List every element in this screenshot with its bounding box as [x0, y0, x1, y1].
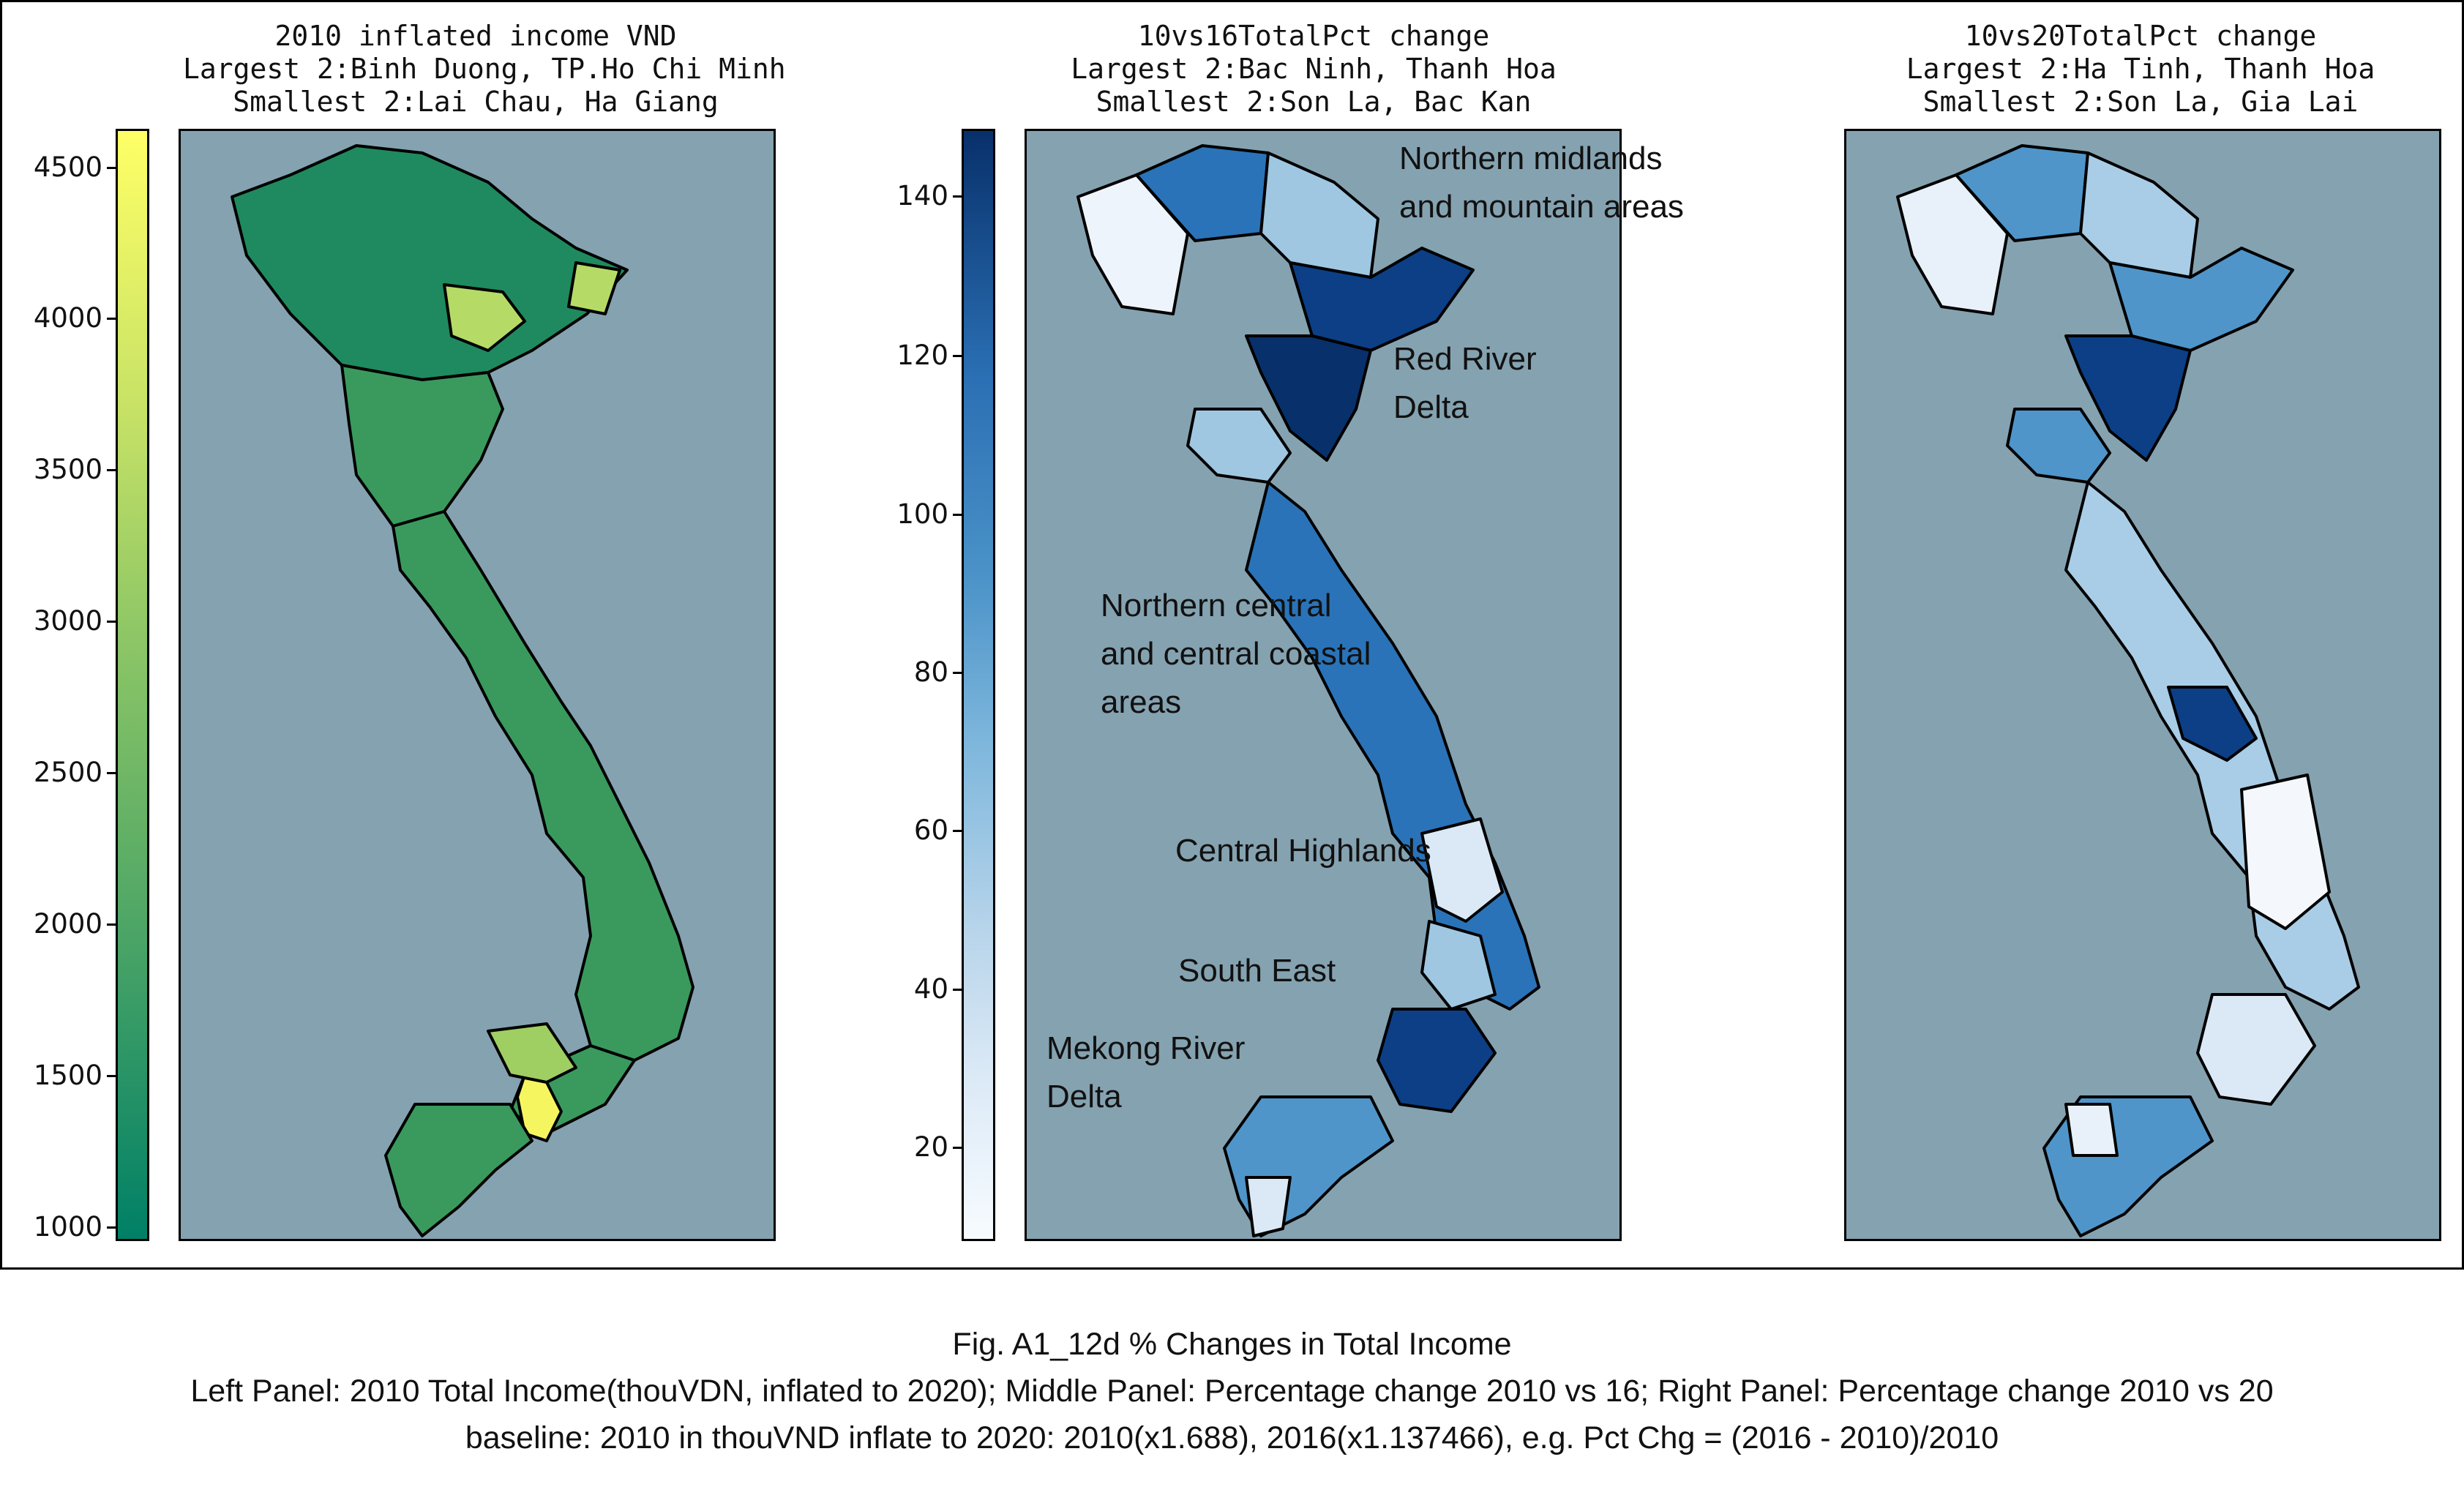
tick-label: 60 — [913, 814, 948, 846]
colorbar-pct-change — [962, 129, 995, 1241]
tick-label: 20 — [913, 1131, 948, 1163]
label-south-east: South East — [1178, 953, 1336, 989]
province-thanhhoa — [2064, 334, 2192, 462]
panel1-title-line1: 2010 inflated income VND — [274, 20, 677, 52]
tick-label: 80 — [913, 656, 948, 688]
province-northcentral — [1186, 408, 1292, 484]
panel2-title-line2: Largest 2:Bac Ninh, Thanh Hoa — [1071, 53, 1557, 85]
map-panel-income — [179, 129, 776, 1241]
label-northern-midlands: Northern midlands and mountain areas — [1399, 140, 1684, 225]
tick-label: 2000 — [33, 908, 102, 940]
province-north-b — [1259, 151, 1379, 279]
panel3-title: 10vs20TotalPct change Largest 2:Ha Tinh,… — [1848, 20, 2433, 119]
province-redriver — [1245, 334, 1372, 462]
province-north-b — [2079, 151, 2199, 279]
province-northcentral — [2006, 408, 2111, 484]
tick-label: 100 — [896, 498, 948, 530]
tick-label: 140 — [896, 180, 948, 211]
tick-label: 120 — [896, 340, 948, 371]
panel3-title-line1: 10vs20TotalPct change — [1964, 20, 2317, 52]
province-mekong-pale — [1245, 1176, 1292, 1237]
label-northern-central: Northern central and central coastal are… — [1101, 588, 1371, 720]
panel1-title: 2010 inflated income VND Largest 2:Binh … — [183, 20, 786, 119]
province-highlands-light — [1420, 920, 1497, 1011]
caption-line3: baseline: 2010 in thouVND inflate to 202… — [465, 1420, 1999, 1455]
province-highlands-pale — [2240, 773, 2331, 930]
figure-caption: Fig. A1_12d % Changes in Total Income Le… — [0, 1321, 2464, 1461]
province-hatinh — [2167, 686, 2258, 762]
panel3-title-line2: Largest 2:Ha Tinh, Thanh Hoa — [1906, 53, 2375, 85]
label-mekong-river-delta: Mekong River Delta — [1046, 1030, 1246, 1114]
panel3-title-line3: Smallest 2:Son La, Gia Lai — [1922, 86, 2359, 118]
tick-label: 40 — [913, 973, 948, 1005]
province-mekong — [384, 1103, 533, 1237]
province-central — [392, 510, 694, 1062]
province-mid-south — [487, 1022, 577, 1084]
tick-label: 2500 — [33, 757, 102, 788]
tick-label: 4500 — [33, 151, 102, 183]
caption-line1: Fig. A1_12d % Changes in Total Income — [952, 1327, 1512, 1362]
label-red-river-delta: Red River Delta — [1393, 341, 1537, 425]
label-central-highlands: Central Highlands — [1175, 833, 1431, 869]
province-highlight-northeast — [567, 261, 621, 315]
colorbar-income — [116, 129, 149, 1241]
province-southeast — [2196, 993, 2316, 1106]
panel2-title-line1: 10vs16TotalPct change — [1137, 20, 1490, 52]
tick-label: 1000 — [33, 1211, 102, 1243]
panel2-title-line3: Smallest 2:Son La, Bac Kan — [1096, 86, 1532, 118]
map-panel-pct-2020 — [1844, 129, 2441, 1241]
province-southeast — [1377, 1008, 1497, 1113]
tick-label: 3000 — [33, 605, 102, 637]
province-highlight-north — [443, 283, 526, 352]
vietnam-map-2020 — [1896, 144, 2360, 1237]
vietnam-map-2016 — [1076, 144, 1540, 1237]
panel1-title-line2: Largest 2:Binh Duong, TP.Ho Chi Minh — [183, 53, 786, 85]
province-delta — [340, 364, 504, 528]
tick-label: 3500 — [33, 454, 102, 485]
panel2-title: 10vs16TotalPct change Largest 2:Bac Ninh… — [1021, 20, 1606, 119]
province-highlands-pale — [1420, 817, 1504, 923]
province-mekong-pale — [2064, 1103, 2119, 1157]
province-north — [231, 144, 629, 381]
vietnam-map-income — [231, 144, 694, 1237]
map-panel-pct-2016 — [1025, 129, 1622, 1241]
tick-label: 4000 — [33, 302, 102, 334]
tick-label: 1500 — [33, 1060, 102, 1091]
figure-frame — [0, 0, 2464, 1270]
caption-line2: Left Panel: 2010 Total Income(thouVDN, i… — [190, 1374, 2274, 1409]
province-coast — [1245, 481, 1540, 1011]
panel1-title-line3: Smallest 2:Lai Chau, Ha Giang — [233, 86, 719, 118]
